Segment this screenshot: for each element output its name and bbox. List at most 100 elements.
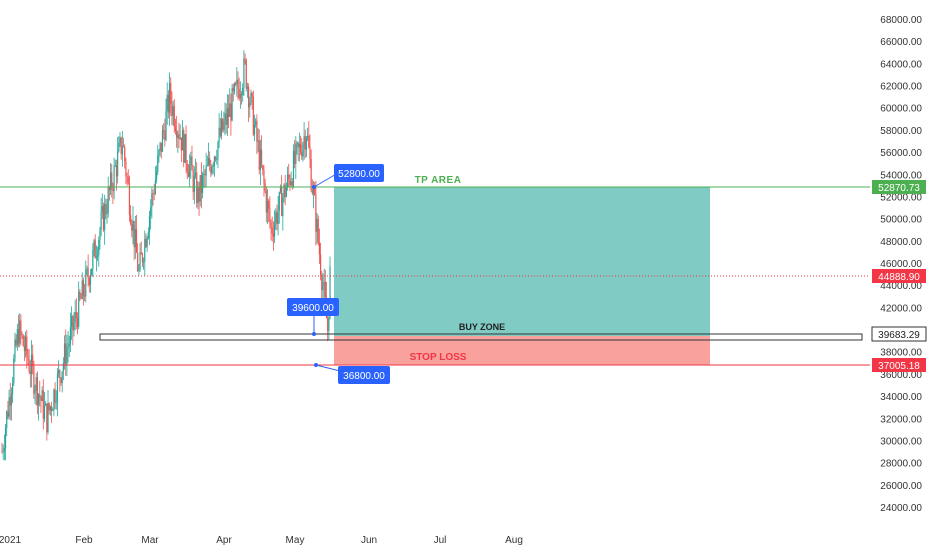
callout-entry-text: 39600.00 — [292, 303, 334, 314]
candle-body — [135, 229, 138, 253]
price-axis[interactable]: 68000.00 66000.00 64000.00 62000.00 60000.00… — [880, 15, 922, 514]
candle-body — [20, 320, 22, 334]
last-price-tag-text: 44888.90 — [878, 272, 920, 283]
time-tick-label: 2021 — [0, 535, 22, 546]
candle-body — [23, 345, 26, 351]
candle-body — [217, 141, 219, 159]
candle-body — [172, 106, 174, 116]
candle-body — [48, 403, 50, 411]
price-tick-label: 42000.00 — [880, 303, 922, 314]
candle-body — [286, 174, 289, 187]
candle-body — [269, 208, 271, 223]
candle-body — [17, 329, 20, 344]
candle-body — [99, 230, 101, 241]
candle-body — [9, 397, 11, 406]
candle-body — [81, 280, 83, 299]
candle-body — [214, 157, 217, 160]
buy-zone-price-tag-text: 39683.29 — [878, 330, 920, 341]
candle-body — [272, 233, 274, 237]
candle-body — [173, 106, 175, 127]
candle-body — [158, 150, 160, 156]
candle-body — [277, 210, 279, 224]
candle-body — [227, 108, 230, 117]
candle-body — [290, 181, 292, 186]
candle-body — [322, 285, 324, 291]
candle-body — [75, 311, 77, 318]
candle-body — [237, 79, 239, 89]
candle-body — [242, 87, 244, 96]
candle-body — [69, 326, 72, 344]
candle-body — [224, 113, 226, 122]
candle-body — [235, 83, 237, 85]
candle-body — [143, 261, 145, 263]
candle-body — [96, 255, 99, 257]
candle-body — [308, 135, 310, 148]
candle-body — [120, 137, 122, 155]
candle-body — [121, 146, 123, 155]
candle-body — [157, 155, 159, 172]
candle-body — [82, 280, 85, 296]
candle-body — [205, 165, 207, 176]
candle-body — [145, 238, 147, 247]
candle-body — [285, 186, 287, 197]
candle-body — [68, 343, 70, 347]
candle-body — [1, 451, 3, 453]
candle-body — [233, 83, 236, 92]
candle-body — [32, 354, 34, 366]
candle-body — [258, 140, 260, 171]
candle-body — [117, 151, 119, 177]
candle-body — [223, 121, 225, 131]
candle-body — [284, 184, 286, 197]
candle-body — [124, 146, 126, 162]
candle-body — [292, 151, 295, 186]
candle-body — [232, 87, 234, 92]
candle-body — [276, 212, 278, 224]
candle-body — [259, 149, 262, 171]
time-axis[interactable]: 2021 Feb Mar Apr May Jun Jul Aug — [0, 535, 523, 546]
candle-body — [132, 220, 134, 231]
candle-body — [271, 227, 273, 234]
callout-entry[interactable]: 39600.00 — [287, 298, 339, 336]
candle-body — [294, 151, 296, 164]
candle-body — [304, 136, 306, 150]
candle-body — [302, 144, 304, 157]
candle-body — [138, 269, 140, 271]
candle-body — [88, 278, 90, 285]
candle-body — [248, 86, 250, 108]
candle-body — [25, 336, 27, 351]
candle-body — [168, 83, 171, 113]
candle-body — [283, 184, 285, 198]
candle-body — [133, 220, 135, 248]
price-tick-label: 50000.00 — [880, 215, 922, 226]
candle-body — [216, 158, 218, 160]
candle-body — [265, 190, 267, 213]
candle-body — [101, 205, 103, 213]
candle-body — [218, 127, 220, 142]
candle-body — [122, 146, 125, 147]
candle-body — [14, 339, 16, 359]
candle-body — [49, 406, 51, 411]
candle-body — [240, 93, 243, 96]
candle-body — [324, 281, 326, 298]
candle-body — [42, 390, 44, 419]
candle-body — [60, 378, 62, 384]
callout-tp[interactable]: 52800.00 — [312, 164, 384, 189]
candle-body — [315, 194, 317, 232]
buy-zone-box[interactable] — [99, 333, 863, 341]
callout-sl[interactable]: 36800.00 — [314, 363, 390, 384]
candle-body — [185, 134, 187, 164]
candle-body — [197, 186, 199, 204]
candle-body — [39, 394, 41, 398]
candle-body — [106, 213, 108, 215]
candle-body — [209, 158, 211, 166]
price-tick-label: 46000.00 — [880, 259, 922, 270]
candle-body — [91, 268, 93, 276]
candle-body — [4, 428, 7, 449]
candle-body — [316, 218, 318, 232]
stop-loss-price-tag: 37005.18 — [872, 358, 926, 372]
time-tick-label: May — [286, 535, 305, 546]
time-tick-label: Aug — [505, 535, 523, 546]
candle-body — [89, 275, 92, 285]
